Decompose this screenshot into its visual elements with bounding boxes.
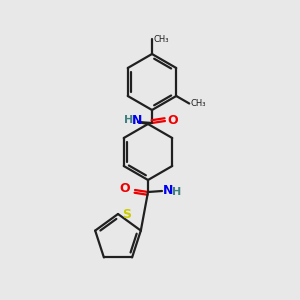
Text: H: H (124, 115, 134, 125)
Text: CH₃: CH₃ (153, 34, 169, 43)
Text: S: S (122, 208, 131, 220)
Text: CH₃: CH₃ (190, 99, 206, 108)
Text: H: H (172, 187, 181, 197)
Text: N: N (163, 184, 173, 196)
Text: O: O (167, 113, 178, 127)
Text: N: N (132, 115, 142, 128)
Text: O: O (120, 182, 130, 196)
